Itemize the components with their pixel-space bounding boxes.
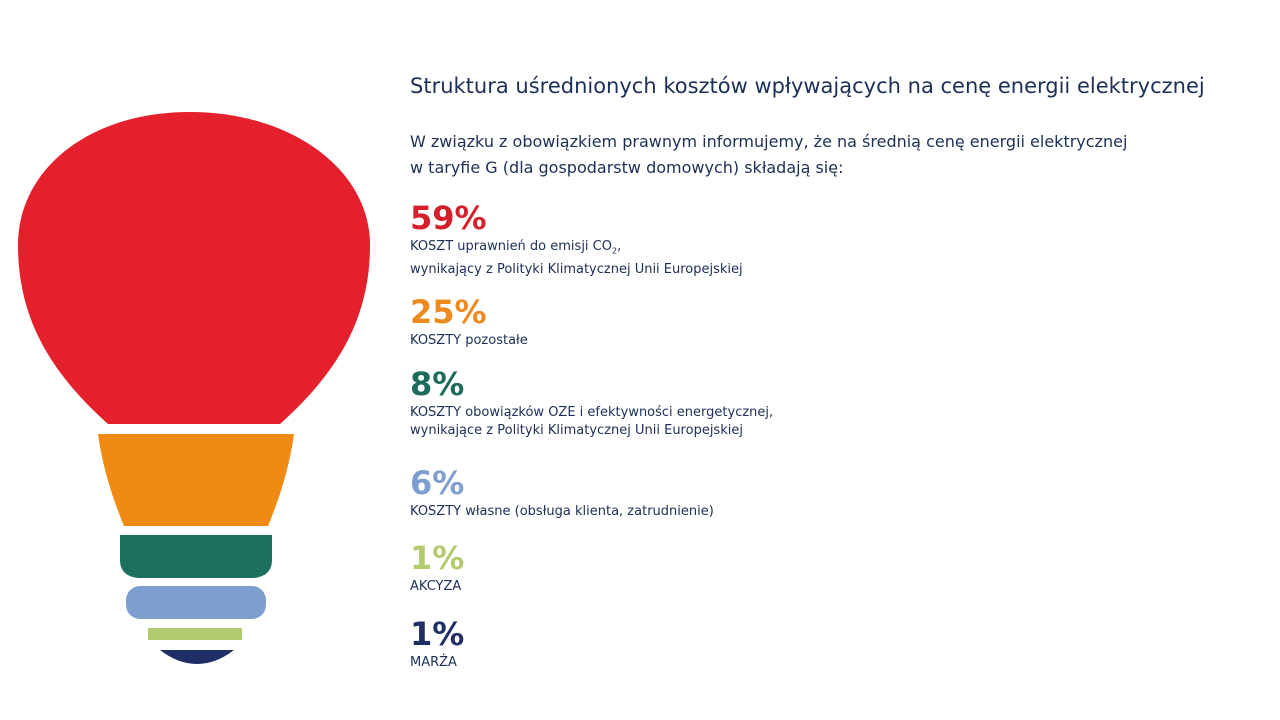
legend-label: KOSZT uprawnień do emisji CO2, wynikając… xyxy=(410,238,743,279)
label-subscript: 2 xyxy=(611,246,618,256)
legend-label: KOSZTY obowiązków OZE i efektywności ene… xyxy=(410,404,773,440)
chart-title: Struktura uśrednionych kosztów wpływając… xyxy=(410,74,1205,98)
label-text-line2: wynikający z Polityki Klimatycznej Unii … xyxy=(410,261,743,277)
percent-value: 6% xyxy=(410,464,465,502)
legend-item-co2: 59% KOSZT uprawnień do emisji CO2, wynik… xyxy=(410,200,743,279)
bulb-band-margin xyxy=(160,650,234,664)
percent-value: 59% xyxy=(410,199,487,237)
label-text: KOSZTY obowiązków OZE i efektywności ene… xyxy=(410,405,774,420)
legend-label: MARŻA xyxy=(410,655,457,670)
lightbulb-chart xyxy=(18,112,370,664)
legend-item-oze: 8% KOSZTY obowiązków OZE i efektywności … xyxy=(410,366,773,440)
percent-value: 25% xyxy=(410,293,487,331)
bulb-band-own-costs xyxy=(126,586,266,619)
percent-value: 1% xyxy=(410,615,465,653)
label-text-line2: wynikające z Polityki Klimatycznej Unii … xyxy=(410,423,743,438)
legend-item-margin: 1% MARŻA xyxy=(410,616,464,672)
label-text: KOSZT uprawnień do emisji CO xyxy=(410,239,612,254)
bulb-globe-segment-co2 xyxy=(18,112,370,424)
legend-item-own-costs: 6% KOSZTY własne (obsługa klienta, zatru… xyxy=(410,465,714,521)
bulb-band-excise xyxy=(148,628,242,640)
bulb-band-oze xyxy=(120,535,272,578)
legend-item-other-costs: 25% KOSZTY pozostałe xyxy=(410,294,528,350)
chart-subtitle: W związku z obowiązkiem prawnym informuj… xyxy=(410,132,1128,177)
percent-value: 1% xyxy=(410,539,465,577)
bulb-band-other-costs xyxy=(98,434,294,526)
legend-label: KOSZTY pozostałe xyxy=(410,333,528,348)
legend-item-excise: 1% AKCYZA xyxy=(410,540,464,596)
legend-label: KOSZTY własne (obsługa klienta, zatrudni… xyxy=(410,504,714,519)
label-punct: , xyxy=(617,239,622,254)
percent-value: 8% xyxy=(410,365,465,403)
legend-label: AKCYZA xyxy=(410,579,462,594)
